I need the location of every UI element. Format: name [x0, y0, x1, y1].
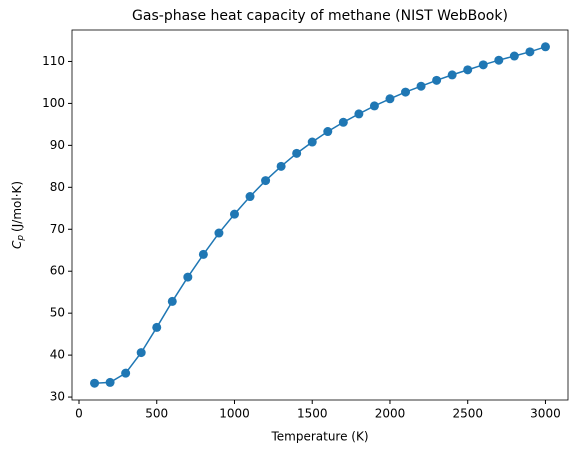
x-tick-label: 3000	[530, 407, 561, 421]
marker	[292, 148, 302, 158]
chart-title: Gas-phase heat capacity of methane (NIST…	[132, 8, 508, 24]
marker	[401, 87, 411, 97]
y-tick-label: 110	[42, 54, 65, 68]
y-tick-label: 30	[50, 390, 65, 404]
y-tick-label: 80	[50, 180, 65, 194]
marker	[245, 192, 255, 202]
marker	[478, 60, 488, 70]
y-label-unit: (J/mol·K)	[10, 181, 24, 232]
marker	[323, 127, 333, 137]
marker	[540, 42, 550, 52]
marker	[167, 296, 177, 306]
marker	[338, 117, 348, 127]
marker	[90, 378, 100, 388]
marker	[494, 55, 504, 65]
x-tick-label: 1000	[219, 407, 250, 421]
x-tick-label: 2500	[452, 407, 483, 421]
x-tick-label: 1500	[297, 407, 328, 421]
marker	[307, 137, 317, 147]
marker	[369, 101, 379, 111]
y-tick-label: 70	[50, 222, 65, 236]
marker	[121, 368, 131, 378]
y-tick-label: 40	[50, 348, 65, 362]
marker	[276, 161, 286, 171]
marker	[509, 51, 519, 61]
marker	[152, 322, 162, 332]
marker	[136, 348, 146, 358]
y-label-subscript: p	[16, 235, 26, 242]
y-tick-label: 50	[50, 306, 65, 320]
marker	[525, 47, 535, 57]
marker	[432, 75, 442, 85]
line	[94, 46, 546, 384]
x-tick-label: 500	[145, 407, 168, 421]
y-tick-label: 60	[50, 264, 65, 278]
marker	[214, 228, 224, 238]
marker	[229, 209, 239, 219]
marker	[354, 109, 364, 119]
marker	[183, 272, 193, 282]
marker	[198, 249, 208, 259]
marker	[261, 176, 271, 186]
y-axis-label: Cp (J/mol·K)	[10, 181, 26, 249]
y-tick-label: 90	[50, 138, 65, 152]
x-tick-label: 0	[75, 407, 83, 421]
x-tick-label: 2000	[375, 407, 406, 421]
marker	[385, 94, 395, 104]
marker	[447, 70, 457, 80]
x-axis-label: Temperature (K)	[270, 430, 368, 444]
marker	[416, 81, 426, 91]
y-label-symbol: C	[10, 240, 24, 249]
marker	[105, 377, 115, 387]
plot-frame	[71, 29, 569, 401]
marker	[463, 65, 473, 75]
y-tick-label: 100	[42, 96, 65, 110]
